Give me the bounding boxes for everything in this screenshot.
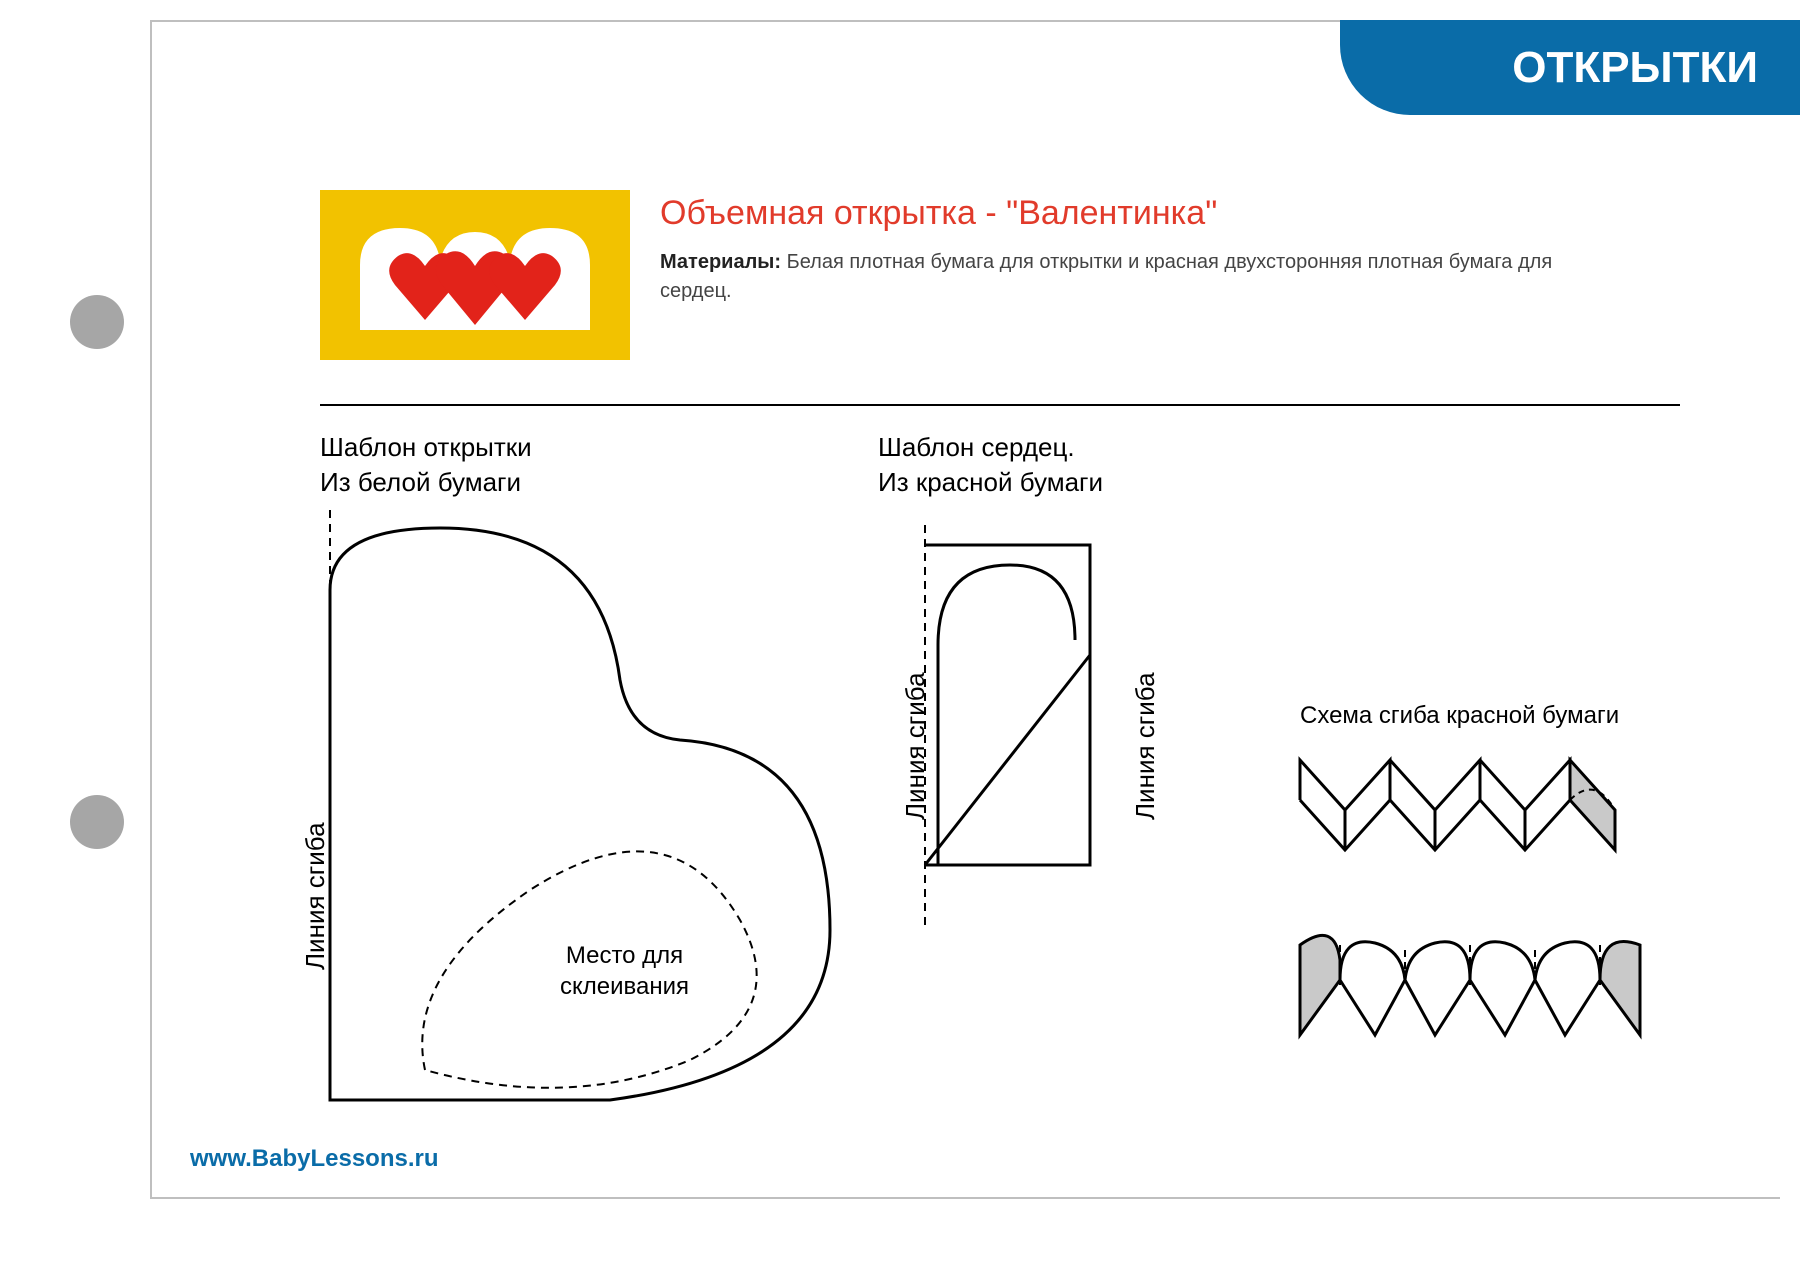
heart-template-diagram xyxy=(915,525,1125,935)
heart-template-label-l2: Из красной бумаги xyxy=(878,467,1103,497)
footer-url[interactable]: www.BabyLessons.ru xyxy=(190,1145,439,1173)
glue-area-label: Место для склеивания xyxy=(560,940,689,1002)
glue-area-label-l2: склеивания xyxy=(560,973,689,1000)
divider-line xyxy=(320,404,1680,406)
card-template-label-l2: Из белой бумаги xyxy=(320,467,521,497)
materials-label: Материалы: xyxy=(660,251,781,273)
materials-block: Материалы: Белая плотная бумага для откр… xyxy=(660,248,1560,306)
binder-hole-icon xyxy=(70,795,124,849)
category-badge: ОТКРЫТКИ xyxy=(1340,20,1800,115)
fold-line-label-heart-right: Линия сгиба xyxy=(1130,672,1161,820)
fold-scheme-hearts xyxy=(1290,925,1690,1075)
frame-bottom xyxy=(150,1197,1780,1199)
category-badge-text: ОТКРЫТКИ xyxy=(1512,43,1758,93)
craft-page: ОТКРЫТКИ Объемная открытка - "Валентинка… xyxy=(0,0,1800,1283)
fold-scheme-label: Схема сгиба красной бумаги xyxy=(1300,700,1619,732)
craft-title: Объемная открытка - "Валентинка" xyxy=(660,194,1217,233)
heart-template-label-l1: Шаблон сердец. xyxy=(878,432,1075,462)
frame-left xyxy=(150,20,152,1199)
glue-area-label-l1: Место для xyxy=(566,942,683,969)
preview-image xyxy=(320,190,630,360)
binder-hole-icon xyxy=(70,295,124,349)
heart-template-label: Шаблон сердец. Из красной бумаги xyxy=(878,430,1103,500)
card-template-diagram xyxy=(310,510,850,1130)
card-template-label: Шаблон открытки Из белой бумаги xyxy=(320,430,532,500)
card-template-label-l1: Шаблон открытки xyxy=(320,432,532,462)
materials-text: Белая плотная бумага для открытки и крас… xyxy=(660,251,1552,302)
fold-scheme-accordion xyxy=(1290,745,1690,885)
